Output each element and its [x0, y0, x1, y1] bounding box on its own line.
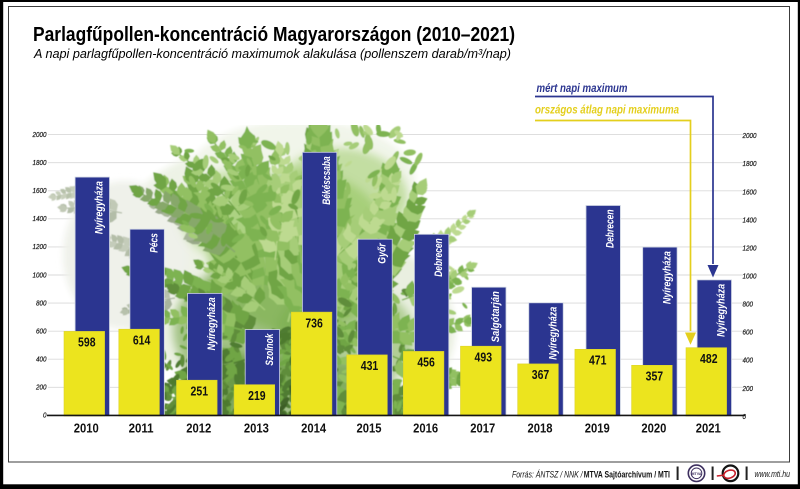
- svg-text:2010: 2010: [74, 421, 99, 436]
- svg-text:Nyíregyháza: Nyíregyháza: [547, 307, 559, 360]
- svg-text:MTVA Sajtóarchívum / MTI: MTVA Sajtóarchívum / MTI: [584, 470, 670, 481]
- svg-text:Nyíregyháza: Nyíregyháza: [716, 284, 728, 337]
- svg-text:2018: 2018: [528, 421, 553, 436]
- svg-text:1200: 1200: [33, 242, 47, 251]
- svg-text:219: 219: [248, 388, 266, 403]
- svg-text:1400: 1400: [743, 215, 757, 224]
- svg-text:Szolnok: Szolnok: [264, 333, 276, 366]
- svg-text:mért napi maximum: mért napi maximum: [537, 83, 628, 95]
- svg-text:1600: 1600: [33, 186, 47, 195]
- svg-text:200: 200: [742, 384, 753, 393]
- svg-text:0: 0: [43, 411, 47, 420]
- svg-text:Nyíregyháza: Nyíregyháza: [206, 297, 218, 350]
- svg-text:482: 482: [700, 351, 718, 366]
- svg-text:2013: 2013: [244, 421, 269, 436]
- svg-text:1200: 1200: [743, 243, 757, 252]
- svg-text:2021: 2021: [696, 421, 721, 436]
- svg-text:Győr: Győr: [376, 243, 388, 264]
- svg-text:Pécs: Pécs: [149, 233, 161, 253]
- svg-text:2016: 2016: [413, 421, 438, 436]
- svg-text:800: 800: [743, 300, 754, 309]
- svg-text:400: 400: [743, 356, 754, 365]
- svg-text:2015: 2015: [357, 421, 382, 436]
- svg-text:országos átlag napi maximuma: országos átlag napi maximuma: [535, 105, 680, 117]
- svg-text:1800: 1800: [33, 158, 47, 167]
- svg-text:2000: 2000: [742, 131, 757, 140]
- svg-text:2019: 2019: [585, 421, 610, 436]
- svg-text:Debrecen: Debrecen: [433, 238, 445, 277]
- svg-text:1600: 1600: [743, 187, 757, 196]
- svg-text:1000: 1000: [743, 272, 757, 281]
- svg-text:598: 598: [78, 335, 96, 350]
- svg-text:0: 0: [743, 412, 747, 421]
- svg-text:456: 456: [417, 355, 435, 370]
- svg-text:2014: 2014: [301, 421, 327, 436]
- svg-text:471: 471: [589, 353, 607, 368]
- svg-text:www.mti.hu: www.mti.hu: [755, 469, 791, 480]
- svg-text:2020: 2020: [641, 421, 666, 436]
- svg-text:251: 251: [191, 383, 209, 398]
- svg-text:736: 736: [305, 315, 323, 330]
- svg-text:1800: 1800: [743, 159, 757, 168]
- svg-text:431: 431: [361, 358, 379, 373]
- svg-text:800: 800: [36, 298, 47, 307]
- svg-text:200: 200: [35, 383, 46, 392]
- svg-text:2012: 2012: [186, 421, 211, 436]
- svg-text:A napi parlagfűpollen-koncentr: A napi parlagfűpollen-koncentráció maxim…: [33, 46, 511, 61]
- svg-text:400: 400: [36, 355, 47, 364]
- svg-text:Nyíregyháza: Nyíregyháza: [661, 251, 673, 304]
- svg-text:2011: 2011: [129, 421, 154, 436]
- svg-text:600: 600: [36, 327, 47, 336]
- svg-text:Nyíregyháza: Nyíregyháza: [94, 181, 106, 234]
- svg-text:Parlagfűpollen-koncentráció Ma: Parlagfűpollen-koncentráció Magyarország…: [33, 24, 515, 46]
- svg-text:367: 367: [532, 367, 550, 382]
- svg-text:2000: 2000: [32, 130, 47, 139]
- svg-text:Debrecen: Debrecen: [605, 209, 617, 248]
- svg-text:MTVA: MTVA: [692, 472, 702, 476]
- svg-text:357: 357: [646, 369, 664, 384]
- svg-text:1000: 1000: [33, 270, 47, 279]
- svg-text:Salgótarján: Salgótarján: [490, 291, 502, 342]
- svg-text:1400: 1400: [33, 214, 47, 223]
- svg-text:Forrás: ÁNTSZ / NNK /: Forrás: ÁNTSZ / NNK /: [512, 470, 583, 481]
- svg-text:614: 614: [133, 332, 151, 347]
- svg-text:2017: 2017: [470, 421, 495, 436]
- svg-text:493: 493: [475, 349, 493, 364]
- svg-text:600: 600: [743, 328, 754, 337]
- svg-text:Békéscsaba: Békéscsaba: [321, 156, 333, 205]
